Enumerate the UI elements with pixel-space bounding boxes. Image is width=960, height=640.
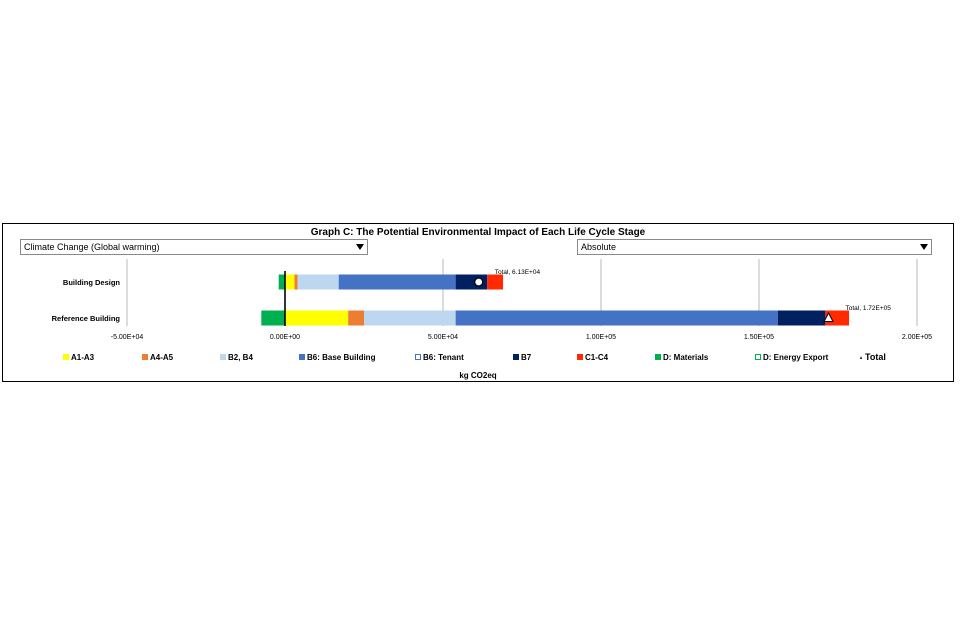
legend-label: B2, B4 [228, 352, 253, 362]
legend-item: B2, B4 [220, 351, 253, 363]
legend-label: Total [865, 352, 886, 362]
legend-label: A1-A3 [71, 352, 95, 362]
bar-segment [487, 274, 504, 290]
total-marker [823, 311, 834, 322]
bar-segment [261, 310, 285, 326]
triangle-icon [860, 355, 862, 359]
legend-swatch [655, 354, 661, 360]
legend-item: Total [860, 351, 886, 363]
bar-segment [455, 310, 778, 326]
legend-item: B6: Tenant [415, 351, 464, 363]
category-label: Reference Building [52, 314, 121, 323]
chevron-down-icon [356, 244, 364, 250]
bar-segment [285, 310, 349, 326]
legend-item: C1-C4 [577, 351, 608, 363]
dropdown-button[interactable] [916, 240, 931, 254]
legend-swatch [577, 354, 583, 360]
legend-swatch [220, 354, 226, 360]
x-tick-label: 5.00E+04 [428, 334, 458, 341]
legend-swatch [142, 354, 148, 360]
bar-segment [338, 274, 456, 290]
legend-label: D: Materials [663, 352, 709, 362]
bar-segment [364, 310, 456, 326]
bar-segment [278, 274, 285, 290]
mode-dropdown[interactable]: Absolute [577, 239, 932, 255]
legend-swatch [513, 354, 519, 360]
bar-segment [777, 310, 826, 326]
legend-item: B6: Base Building [299, 351, 375, 363]
chart-title: Graph C: The Potential Environmental Imp… [310, 227, 646, 238]
chart-panel: Graph C: The Potential Environmental Imp… [2, 223, 954, 382]
x-tick-label: 1.50E+05 [744, 334, 774, 341]
legend-label: B6: Base Building [307, 352, 376, 362]
x-tick-label: 0.00E+00 [270, 334, 300, 341]
legend-item: D: Energy Export [755, 351, 828, 363]
legend-label: B6: Tenant [423, 352, 464, 362]
legend-item: A1-A3 [63, 351, 94, 363]
legend-item: A4-A5 [142, 351, 173, 363]
total-label: Total, 1.72E+05 [846, 305, 892, 312]
chevron-down-icon [920, 244, 928, 250]
legend-swatch [415, 354, 421, 360]
mode-value: Absolute [581, 242, 617, 252]
legend-item: D: Materials [655, 351, 708, 363]
legend-label: A4-A5 [150, 352, 174, 362]
legend-swatch [63, 354, 69, 360]
legend-item: B7 [513, 351, 531, 363]
bar-chart: -5.00E+04 0.00E+00 5.00E+04 1.00E+05 1.50E+0… [52, 259, 932, 341]
legend-label: D: Energy Export [763, 352, 829, 362]
category-label: Building Design [63, 278, 121, 287]
total-label: Total, 6.13E+04 [495, 269, 541, 276]
legend-label: B7 [521, 352, 532, 362]
x-tick-label: 2.00E+05 [902, 334, 932, 341]
bar-segment [348, 310, 364, 326]
x-tick-label: -5.00E+04 [111, 334, 144, 341]
legend-label: C1-C4 [585, 352, 609, 362]
legend-swatch [755, 354, 761, 360]
total-marker [474, 277, 484, 287]
impact-category-value: Climate Change (Global warming) [24, 242, 160, 252]
impact-category-dropdown[interactable]: Climate Change (Global warming) [20, 239, 368, 255]
bar-segment [294, 274, 298, 290]
x-axis-label: kg CO2eq [459, 371, 497, 380]
bar-segment [297, 274, 339, 290]
x-tick-label: 1.00E+05 [586, 334, 616, 341]
dropdown-button[interactable] [352, 240, 367, 254]
legend-swatch [299, 354, 305, 360]
bar-segment [285, 274, 295, 290]
